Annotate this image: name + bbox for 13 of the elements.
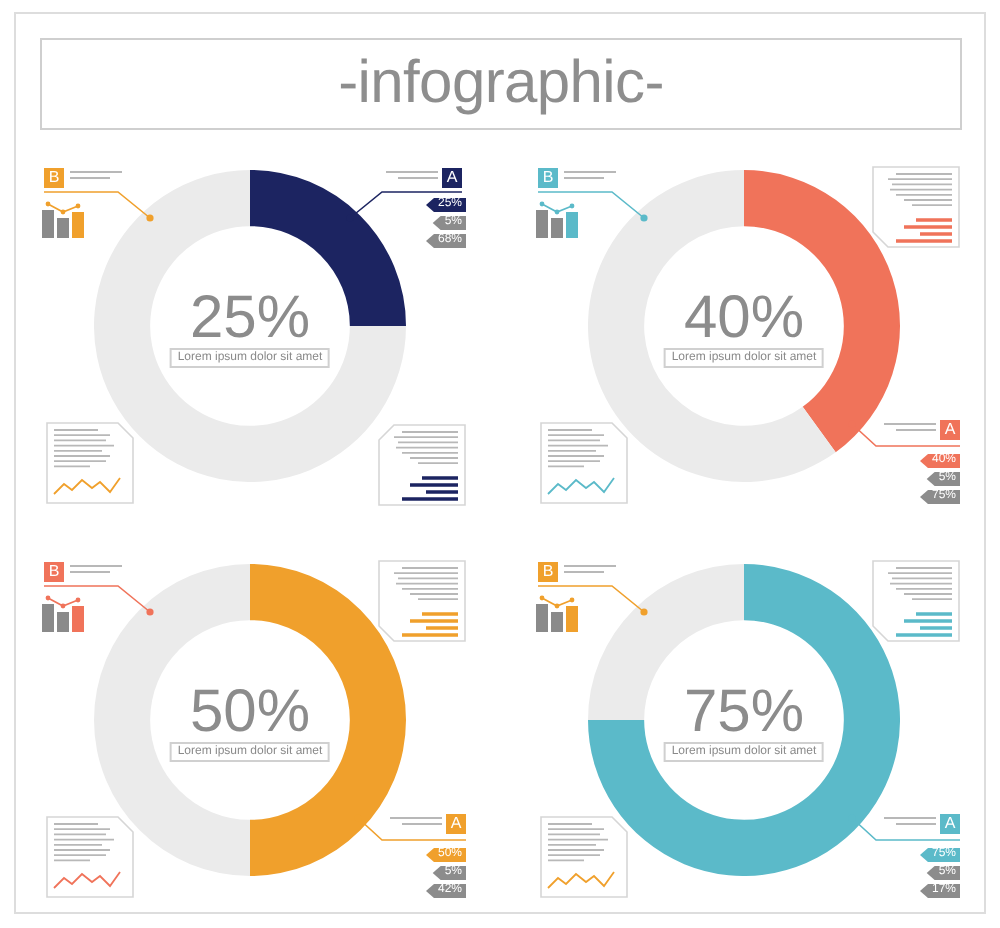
slice-label: B (538, 168, 558, 188)
data-label: 40% (683, 284, 805, 351)
slice-label: A (940, 814, 960, 834)
chart-title: -infographic- (338, 50, 664, 116)
data-label: 25% (189, 284, 311, 351)
slice-label: A (940, 420, 960, 440)
slice-label: A (442, 168, 462, 188)
slice-label: A (446, 814, 466, 834)
slice-label: B (44, 562, 64, 582)
slice-label: B (44, 168, 64, 188)
data-label: 75% (683, 678, 805, 745)
slice-label: B (538, 562, 558, 582)
data-label: 50% (189, 678, 311, 745)
